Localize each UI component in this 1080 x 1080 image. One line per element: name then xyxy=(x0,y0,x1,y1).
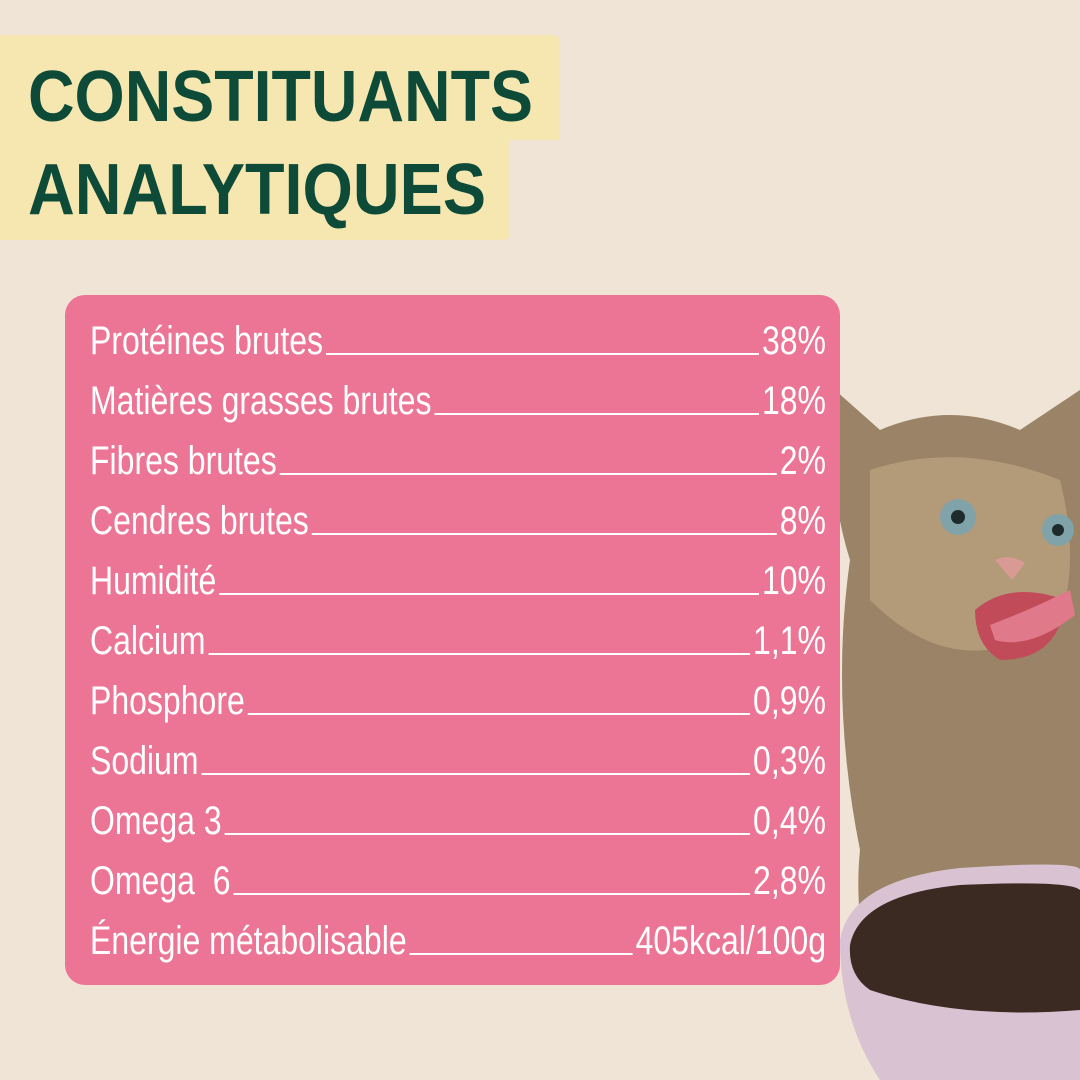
row-value-group: 38% xyxy=(762,318,826,363)
row-label-group: Protéines brutes xyxy=(90,318,323,363)
row-label-group: Omega 3 xyxy=(90,798,222,843)
row-label-group: Fibres brutes xyxy=(90,438,277,483)
row-value-group: 8% xyxy=(780,498,826,543)
row-value-group: 18% xyxy=(762,378,826,423)
row-label-group: Humidité xyxy=(90,558,216,603)
row-label: Omega 6 xyxy=(90,858,231,903)
row-label: Calcium xyxy=(90,618,206,663)
analysis-panel xyxy=(65,295,840,985)
row-value-group: 10% xyxy=(762,558,826,603)
row-label-group: Cendres brutes xyxy=(90,498,309,543)
row-label: Sodium xyxy=(90,738,198,783)
row-value: 18% xyxy=(762,378,826,423)
row-label-group: Sodium xyxy=(90,738,198,783)
row-label-group: Omega 6 xyxy=(90,858,231,903)
row-label: Phosphore xyxy=(90,678,245,723)
bowl-illustration xyxy=(840,864,1080,1080)
row-label: Cendres brutes xyxy=(90,498,309,543)
row-value: 0,3% xyxy=(753,738,826,783)
title-box xyxy=(0,35,560,240)
row-value: 0,4% xyxy=(753,798,826,843)
row-label-group: Calcium xyxy=(90,618,206,663)
row-label: Énergie métabolisable xyxy=(90,918,407,963)
analysis-rows: Protéines brutes 38% Matières grasses brut… xyxy=(90,318,826,963)
row-value-group: 0,9% xyxy=(753,678,826,723)
row-value-group: 1,1% xyxy=(753,618,826,663)
row-label-group: Matières grasses brutes xyxy=(90,378,431,423)
row-value-group: 2% xyxy=(780,438,826,483)
row-value: 405kcal/100g xyxy=(636,918,826,963)
row-value: 1,1% xyxy=(753,618,826,663)
row-label: Protéines brutes xyxy=(90,318,323,363)
row-value: 2,8% xyxy=(753,858,826,903)
title-line: ANALYTIQUES xyxy=(28,150,486,230)
row-label: Matières grasses brutes xyxy=(90,378,431,423)
row-label: Omega 3 xyxy=(90,798,222,843)
row-label: Fibres brutes xyxy=(90,438,277,483)
row-value-group: 0,4% xyxy=(753,798,826,843)
row-value: 10% xyxy=(762,558,826,603)
title-line: CONSTITUANTS xyxy=(28,57,533,137)
row-value-group: 2,8% xyxy=(753,858,826,903)
row-label-group: Phosphore xyxy=(90,678,245,723)
row-value-group: 0,3% xyxy=(753,738,826,783)
row-value: 2% xyxy=(780,438,826,483)
row-value: 38% xyxy=(762,318,826,363)
row-value: 0,9% xyxy=(753,678,826,723)
row-value-group: 405kcal/100g xyxy=(636,918,826,963)
row-label-group: Énergie métabolisable xyxy=(90,918,407,963)
row-label: Humidité xyxy=(90,558,216,603)
row-value: 8% xyxy=(780,498,826,543)
